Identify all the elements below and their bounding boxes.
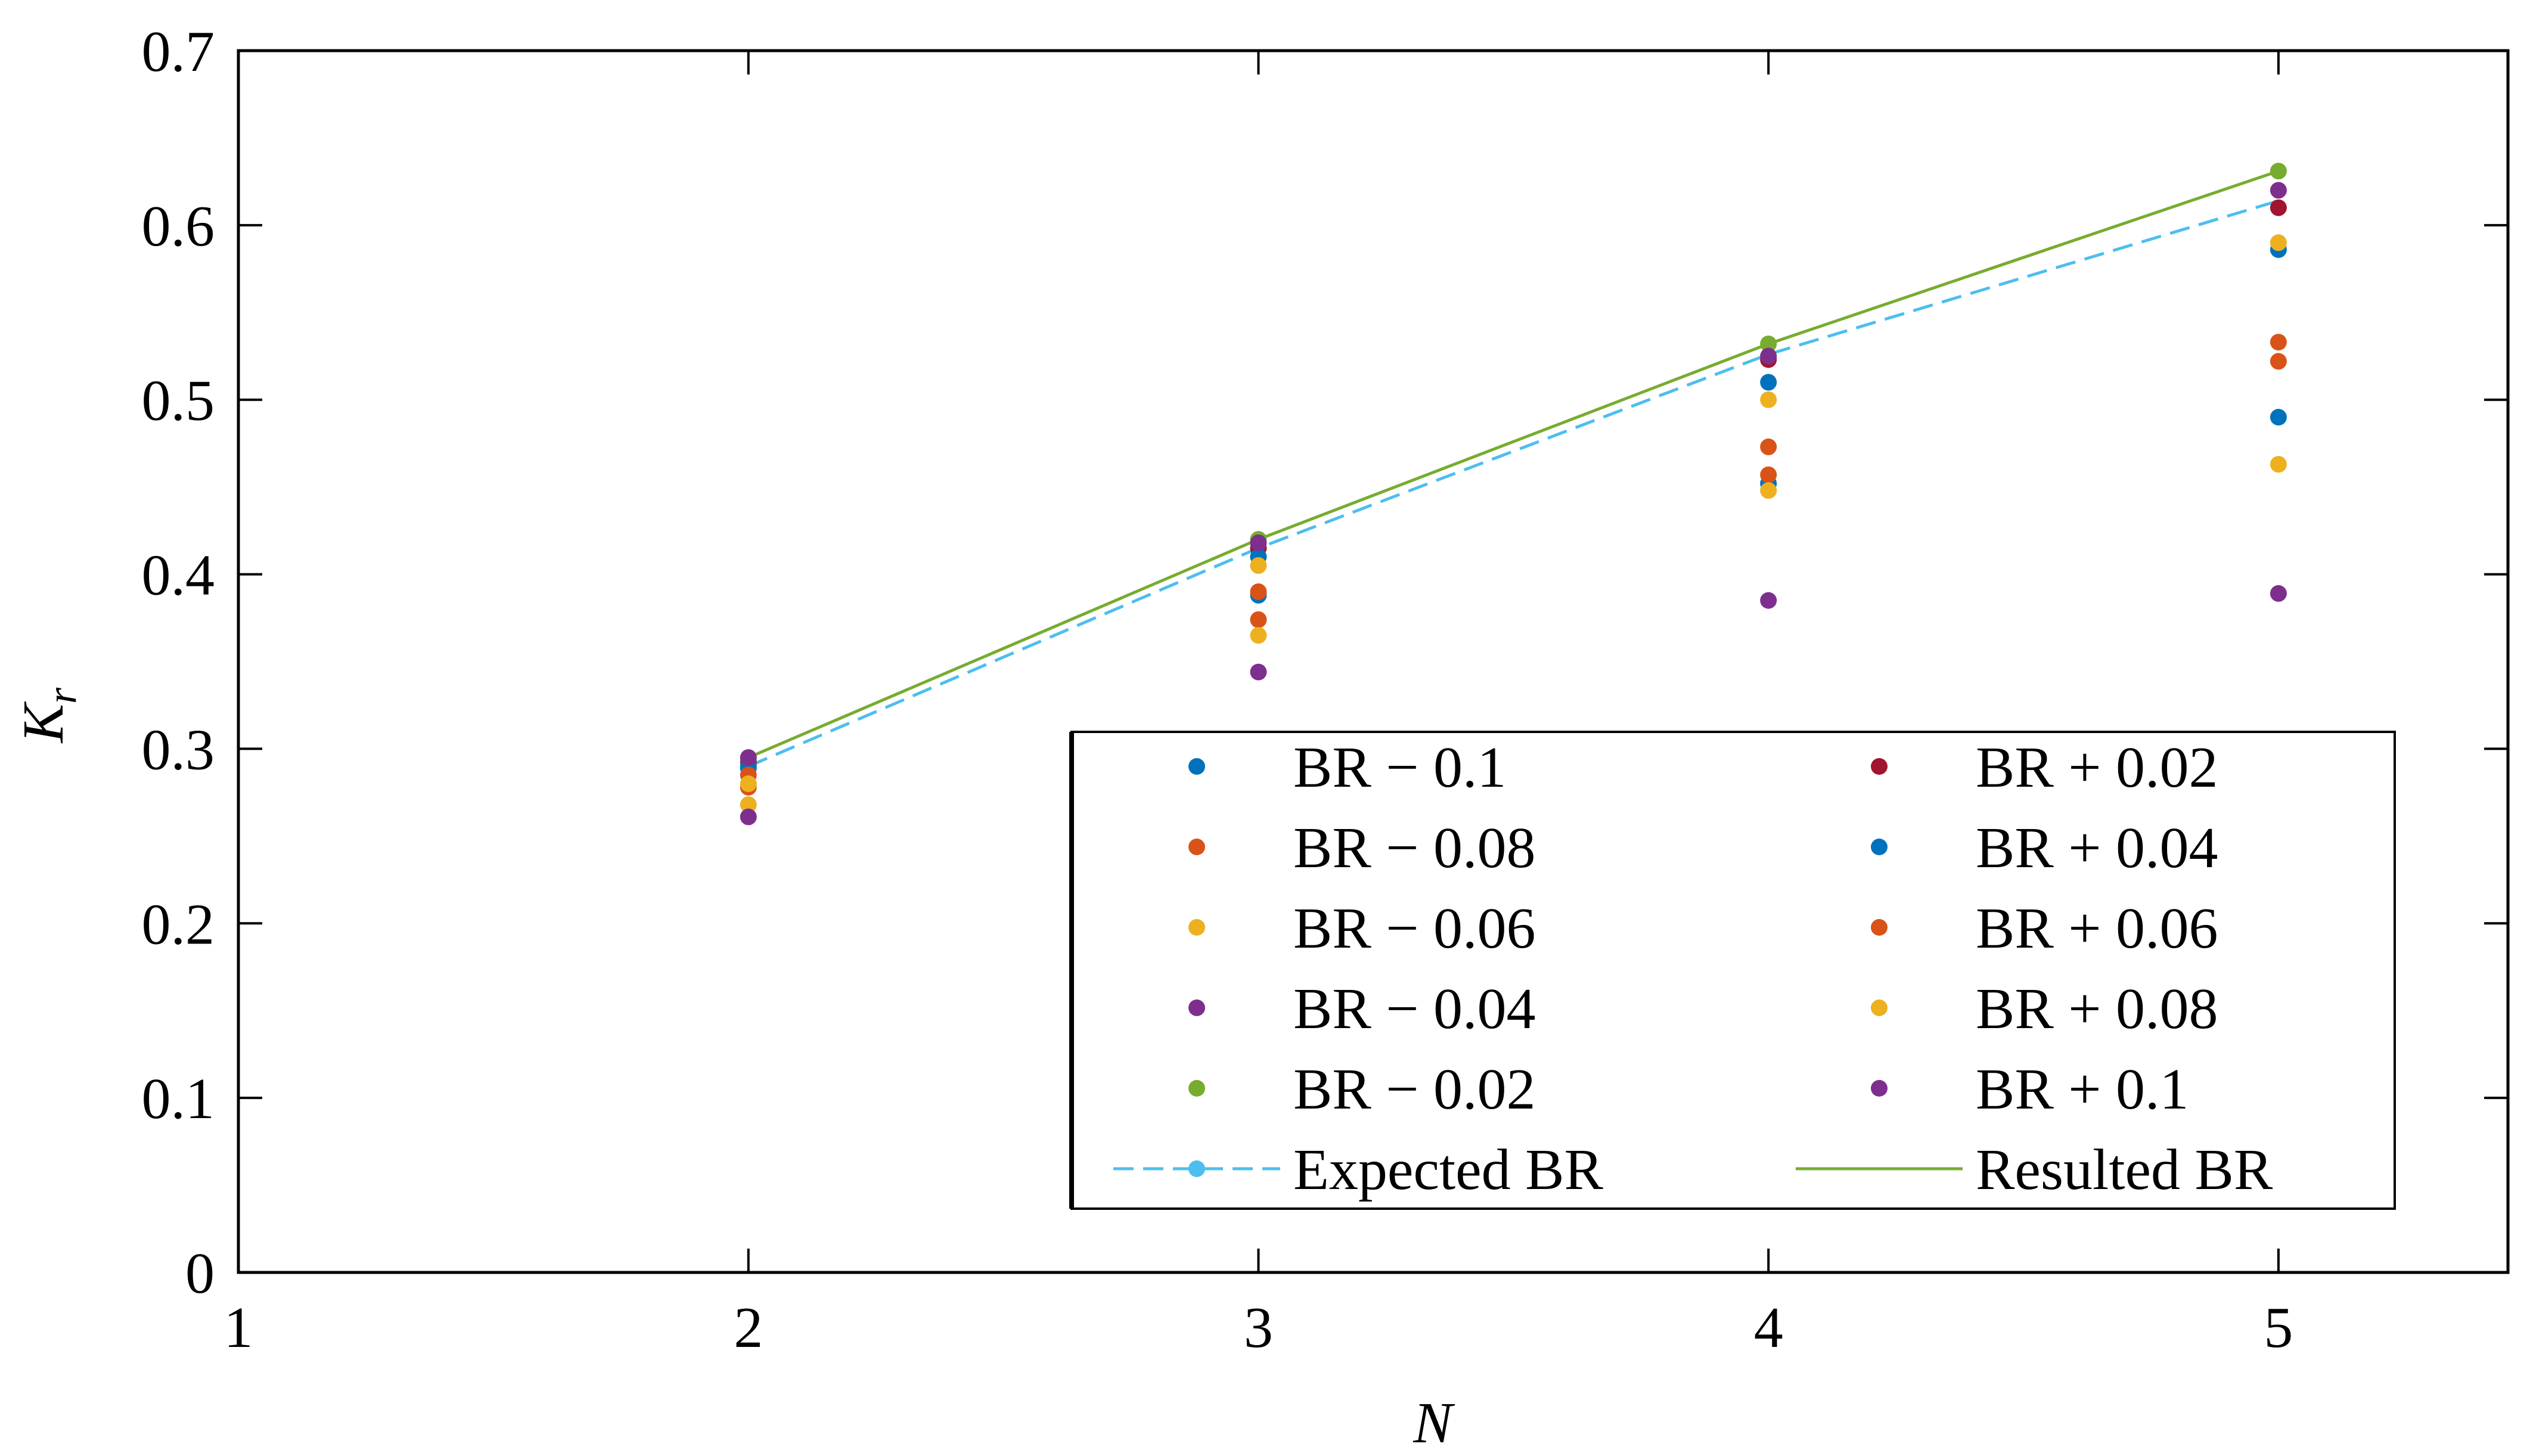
legend-label: Resulted BR [1976,1138,2273,1202]
data-point [1250,627,1267,644]
data-point [2270,199,2287,216]
legend-marker [1871,1080,1888,1097]
x-axis-label: N [1413,1391,1455,1455]
x-tick-label: 1 [224,1296,253,1360]
data-point [2270,163,2287,180]
legend-label: Expected BR [1293,1138,1603,1202]
data-point [740,749,757,766]
legend-marker [1871,999,1888,1016]
data-point [1760,466,1777,483]
legend-label: BR + 0.08 [1976,977,2218,1041]
legend-label: BR − 0.02 [1293,1057,1536,1122]
data-point [1760,438,1777,455]
legend-label: BR + 0.1 [1976,1057,2189,1122]
axis-ticks [237,49,2508,1274]
legend: BR − 0.1 BR − 0.08 BR − 0.06 BR − 0.04 BR − … [1069,731,2396,1210]
x-tick-label: 3 [1244,1296,1273,1360]
data-point [1250,557,1267,574]
x-tick-label: 2 [734,1296,763,1360]
data-point [740,775,757,792]
data-point [740,808,757,825]
data-point [2270,585,2287,602]
plot-frame [237,49,2510,1274]
y-tick-label: 0.3 [142,718,215,782]
data-point [1760,391,1777,408]
legend-marker [1188,1080,1205,1097]
legend-label: BR − 0.04 [1293,977,1536,1041]
legend-label: BR − 0.1 [1293,735,1507,800]
legend-marker [1871,839,1888,855]
y-tick-label: 0.2 [142,892,215,957]
series-line-10 [747,199,2279,768]
data-point [2270,334,2287,351]
data-point [2270,409,2287,426]
legend-label: BR + 0.02 [1976,735,2218,800]
data-point [1760,347,1777,365]
x-tick-label: 5 [2264,1296,2293,1360]
legend-marker [1188,758,1205,775]
legend-marker [1871,758,1888,775]
y-axis-label-main: K [11,701,76,744]
data-point [1760,482,1777,499]
legend-box [1070,731,2396,1210]
data-point [740,796,757,814]
data-point [2270,353,2287,370]
data-point [1250,583,1267,600]
x-tick-label: 4 [1754,1296,1783,1360]
legend-marker [1188,1160,1205,1177]
legend-marker [1188,999,1205,1016]
legend-label: BR − 0.06 [1293,896,1536,961]
legend-marker [1188,919,1205,936]
y-tick-label: 0.6 [142,194,215,259]
data-point [1760,374,1777,391]
y-tick-label: 0.7 [142,20,215,84]
series-line-11 [747,169,2279,759]
y-axis-label-subscript: r [39,687,85,704]
y-tick-label: 0 [185,1241,215,1306]
y-tick-label: 0.4 [142,544,215,608]
series-points [740,163,2287,825]
series-lines [747,169,2279,768]
legend-label: BR + 0.04 [1976,816,2218,880]
y-tick-label: 0.5 [142,369,215,433]
legend-marker [1188,839,1205,855]
y-tick-label: 0.1 [142,1067,215,1131]
data-point [2270,234,2287,252]
legend-label: BR − 0.08 [1293,816,1536,880]
data-point [2270,456,2287,473]
data-point [1250,663,1267,681]
data-point [1250,611,1267,628]
legend-label: BR + 0.06 [1976,896,2218,961]
data-point [1760,336,1777,352]
data-point [1250,534,1267,551]
legend-marker [1871,919,1888,936]
axis-tick-labels: 1 2 3 4 5 0 0.1 0.2 0.3 0.4 0.5 0.6 0.7 [142,20,2293,1360]
y-axis-label: Kr [11,687,85,744]
data-point [1760,592,1777,609]
data-point [2270,182,2287,199]
